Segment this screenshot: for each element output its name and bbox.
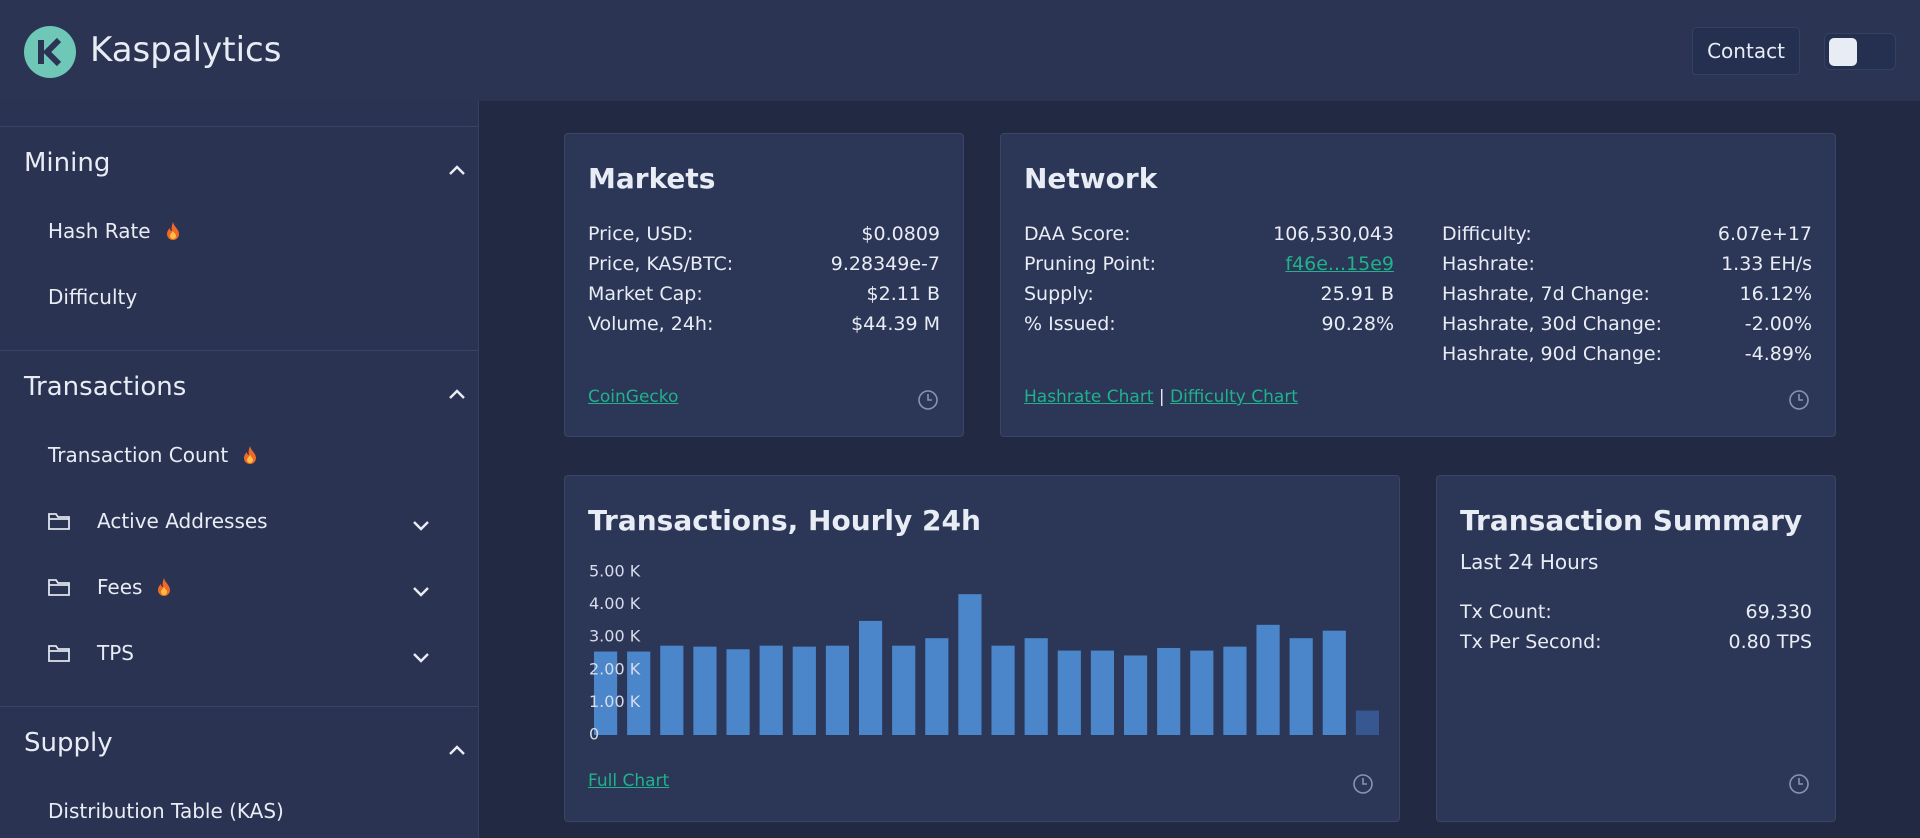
links: Hashrate Chart | Difficulty Chart bbox=[1024, 387, 1298, 407]
stat-value: 6.07e+17 bbox=[1717, 223, 1812, 245]
stat-row: Price, USD: $0.0809 bbox=[588, 219, 940, 249]
stat-value: $44.39 M bbox=[851, 313, 940, 335]
section-title[interactable]: Mining bbox=[24, 148, 111, 178]
contact-button[interactable]: Contact bbox=[1692, 27, 1800, 75]
card-title: Transaction Summary bbox=[1460, 504, 1803, 537]
stat-row: Tx Per Second: 0.80 TPS bbox=[1460, 627, 1812, 657]
stat-row: Supply: 25.91 B bbox=[1024, 279, 1394, 309]
nav-item[interactable]: Difficulty bbox=[48, 282, 137, 312]
subtitle: Last 24 Hours bbox=[1460, 550, 1599, 574]
stat-value: 90.28% bbox=[1321, 313, 1394, 335]
markets-card: Markets Price, USD: $0.0809 Price, KAS/BTC… bbox=[564, 133, 964, 437]
stat-value: 9.28349e-7 bbox=[830, 253, 940, 275]
chart-card: Transactions, Hourly 24h Full Chart bbox=[564, 475, 1400, 822]
link[interactable]: Difficulty Chart bbox=[1170, 387, 1298, 407]
network-card: Network DAA Score: 106,530,043 Pruning Poi… bbox=[1000, 133, 1836, 437]
nav-item[interactable]: Distribution Table (KAS) bbox=[48, 796, 284, 826]
stat-row: % Issued: 90.28% bbox=[1024, 309, 1394, 339]
expand-icon bbox=[413, 648, 429, 667]
stat-label: Volume, 24h: bbox=[588, 313, 714, 335]
stat-value: $0.0809 bbox=[861, 223, 940, 245]
stat-row: Price, KAS/BTC: 9.28349e-7 bbox=[588, 249, 940, 279]
nav-label: Active Addresses bbox=[97, 509, 268, 533]
hot-icon bbox=[156, 577, 172, 597]
nav-label: Transaction Count bbox=[48, 443, 229, 467]
nav-label: Distribution Table (KAS) bbox=[48, 799, 284, 823]
separator: | bbox=[1158, 387, 1165, 407]
stat-value: 69,330 bbox=[1745, 601, 1812, 623]
collapse-icon bbox=[449, 160, 465, 179]
stat-label: Hashrate, 7d Change: bbox=[1442, 283, 1650, 305]
chart-title: Transactions, Hourly 24h bbox=[588, 504, 981, 537]
nav-label: TPS bbox=[97, 641, 134, 665]
stat-value: 1.33 EH/s bbox=[1721, 253, 1812, 275]
stat-row: Volume, 24h: $44.39 M bbox=[588, 309, 940, 339]
stat-value: $2.11 B bbox=[866, 283, 940, 305]
stat-row: DAA Score: 106,530,043 bbox=[1024, 219, 1394, 249]
logo bbox=[24, 26, 76, 78]
stat-label: Pruning Point: bbox=[1024, 253, 1157, 275]
card-title: Markets bbox=[588, 162, 716, 195]
folder-icon bbox=[47, 643, 71, 663]
stat-label: Difficulty: bbox=[1442, 223, 1532, 245]
stat-row: Difficulty: 6.07e+17 bbox=[1442, 219, 1812, 249]
link[interactable]: Hashrate Chart bbox=[1024, 387, 1154, 407]
theme-toggle[interactable] bbox=[1824, 33, 1896, 70]
divider bbox=[0, 126, 478, 127]
expand-icon bbox=[413, 516, 429, 535]
stat-value[interactable]: f46e...15e9 bbox=[1285, 253, 1394, 275]
stat-label: Tx Count: bbox=[1460, 601, 1552, 623]
stat-label: Supply: bbox=[1024, 283, 1094, 305]
collapse-icon bbox=[449, 384, 465, 403]
stat-label: Tx Per Second: bbox=[1460, 631, 1602, 653]
stat-row: Tx Count: 69,330 bbox=[1460, 597, 1812, 627]
folder-icon bbox=[47, 577, 71, 597]
stat-label: % Issued: bbox=[1024, 313, 1116, 335]
stat-row: Pruning Point: f46e...15e9 bbox=[1024, 249, 1394, 279]
stat-row: Hashrate, 90d Change: -4.89% bbox=[1442, 339, 1812, 369]
expand-icon bbox=[413, 582, 429, 601]
section-title[interactable]: Supply bbox=[24, 728, 113, 758]
stat-label: Hashrate, 90d Change: bbox=[1442, 343, 1662, 365]
section-title[interactable]: Transactions bbox=[24, 372, 187, 402]
collapse-icon bbox=[449, 740, 465, 759]
nav-item[interactable]: Hash Rate bbox=[48, 216, 181, 246]
stat-label: Hashrate: bbox=[1442, 253, 1535, 275]
stat-label: Market Cap: bbox=[588, 283, 703, 305]
nav-item[interactable]: Fees bbox=[47, 572, 172, 602]
folder-icon bbox=[47, 511, 71, 531]
stat-value: 25.91 B bbox=[1320, 283, 1394, 305]
stat-value: -4.89% bbox=[1744, 343, 1812, 365]
divider bbox=[0, 350, 478, 351]
nav-item[interactable]: TPS bbox=[47, 638, 134, 668]
stat-label: DAA Score: bbox=[1024, 223, 1131, 245]
divider bbox=[0, 706, 478, 707]
stat-row: Market Cap: $2.11 B bbox=[588, 279, 940, 309]
stat-row: Hashrate: 1.33 EH/s bbox=[1442, 249, 1812, 279]
stat-label: Price, USD: bbox=[588, 223, 694, 245]
stat-value: 0.80 TPS bbox=[1728, 631, 1812, 653]
card-title: Network bbox=[1024, 162, 1158, 195]
link[interactable]: CoinGecko bbox=[588, 387, 679, 407]
sidebar: Mining Hash Rate Difficulty Transactions Tra… bbox=[0, 101, 479, 838]
nav-label: Difficulty bbox=[48, 285, 138, 309]
stat-value: 16.12% bbox=[1739, 283, 1812, 305]
link[interactable]: Full Chart bbox=[588, 771, 670, 791]
summary-card: Transaction Summary Last 24 Hours Tx Cou… bbox=[1436, 475, 1836, 822]
hot-icon bbox=[242, 445, 258, 465]
brand: Kaspalytics bbox=[90, 30, 282, 70]
stat-row: Hashrate, 30d Change: -2.00% bbox=[1442, 309, 1812, 339]
nav-item[interactable]: Active Addresses bbox=[47, 506, 268, 536]
stat-label: Hashrate, 30d Change: bbox=[1442, 313, 1662, 335]
stat-value: 106,530,043 bbox=[1273, 223, 1394, 245]
nav-label: Hash Rate bbox=[48, 219, 151, 243]
nav-label: Fees bbox=[97, 575, 143, 599]
stat-value: -2.00% bbox=[1744, 313, 1812, 335]
stat-row: Hashrate, 7d Change: 16.12% bbox=[1442, 279, 1812, 309]
header: Kaspalytics Contact bbox=[0, 0, 1920, 101]
nav-item[interactable]: Transaction Count bbox=[48, 440, 258, 470]
hot-icon bbox=[165, 221, 181, 241]
stat-label: Price, KAS/BTC: bbox=[588, 253, 734, 275]
